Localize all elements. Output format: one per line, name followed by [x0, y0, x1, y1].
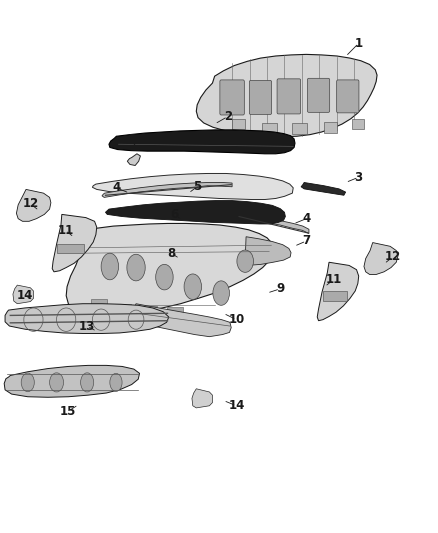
- Text: 6: 6: [170, 208, 179, 221]
- Text: 3: 3: [127, 133, 135, 147]
- Text: 11: 11: [57, 224, 74, 237]
- Ellipse shape: [49, 373, 64, 392]
- FancyBboxPatch shape: [307, 78, 330, 112]
- Polygon shape: [109, 130, 295, 154]
- Polygon shape: [133, 304, 231, 337]
- Polygon shape: [244, 237, 291, 265]
- Ellipse shape: [127, 254, 145, 281]
- Polygon shape: [5, 304, 169, 334]
- Text: 10: 10: [228, 313, 244, 326]
- FancyBboxPatch shape: [249, 80, 272, 115]
- Text: 12: 12: [385, 251, 401, 263]
- Bar: [232, 119, 245, 130]
- Text: 15: 15: [60, 405, 77, 417]
- Polygon shape: [317, 262, 359, 321]
- Polygon shape: [92, 173, 293, 199]
- Ellipse shape: [184, 274, 201, 300]
- Polygon shape: [4, 366, 140, 397]
- Text: 4: 4: [112, 181, 120, 195]
- Polygon shape: [16, 189, 51, 221]
- Ellipse shape: [101, 253, 119, 280]
- Polygon shape: [66, 223, 273, 316]
- Polygon shape: [52, 214, 97, 272]
- Ellipse shape: [155, 264, 173, 290]
- FancyBboxPatch shape: [220, 80, 244, 115]
- Text: 13: 13: [79, 320, 95, 333]
- Bar: [261, 123, 277, 134]
- Bar: [57, 244, 84, 253]
- Bar: [115, 304, 131, 312]
- FancyBboxPatch shape: [337, 80, 359, 113]
- Polygon shape: [237, 213, 309, 233]
- Text: 4: 4: [302, 212, 311, 225]
- Text: 14: 14: [228, 399, 245, 413]
- Ellipse shape: [21, 373, 34, 392]
- Bar: [324, 122, 337, 133]
- Polygon shape: [13, 285, 33, 304]
- Polygon shape: [106, 200, 286, 224]
- FancyBboxPatch shape: [277, 79, 300, 114]
- Bar: [167, 307, 183, 316]
- Bar: [292, 123, 307, 134]
- Text: 9: 9: [276, 282, 284, 295]
- Text: 3: 3: [355, 171, 363, 184]
- Polygon shape: [102, 182, 232, 197]
- Bar: [352, 119, 364, 130]
- Text: 2: 2: [224, 110, 232, 123]
- Ellipse shape: [81, 373, 94, 392]
- Ellipse shape: [237, 250, 254, 272]
- Text: 11: 11: [325, 273, 342, 286]
- Ellipse shape: [110, 373, 122, 391]
- Text: 8: 8: [167, 247, 175, 260]
- Polygon shape: [301, 182, 346, 195]
- Bar: [141, 306, 157, 314]
- Bar: [91, 300, 107, 308]
- Text: 5: 5: [193, 180, 201, 193]
- Polygon shape: [364, 243, 398, 274]
- Text: 7: 7: [302, 235, 311, 247]
- Polygon shape: [192, 389, 212, 408]
- Bar: [323, 292, 347, 301]
- Ellipse shape: [213, 281, 230, 305]
- Polygon shape: [127, 154, 141, 165]
- Text: 12: 12: [22, 197, 39, 211]
- Text: 14: 14: [17, 289, 33, 302]
- Text: 1: 1: [355, 37, 363, 50]
- Polygon shape: [196, 54, 377, 137]
